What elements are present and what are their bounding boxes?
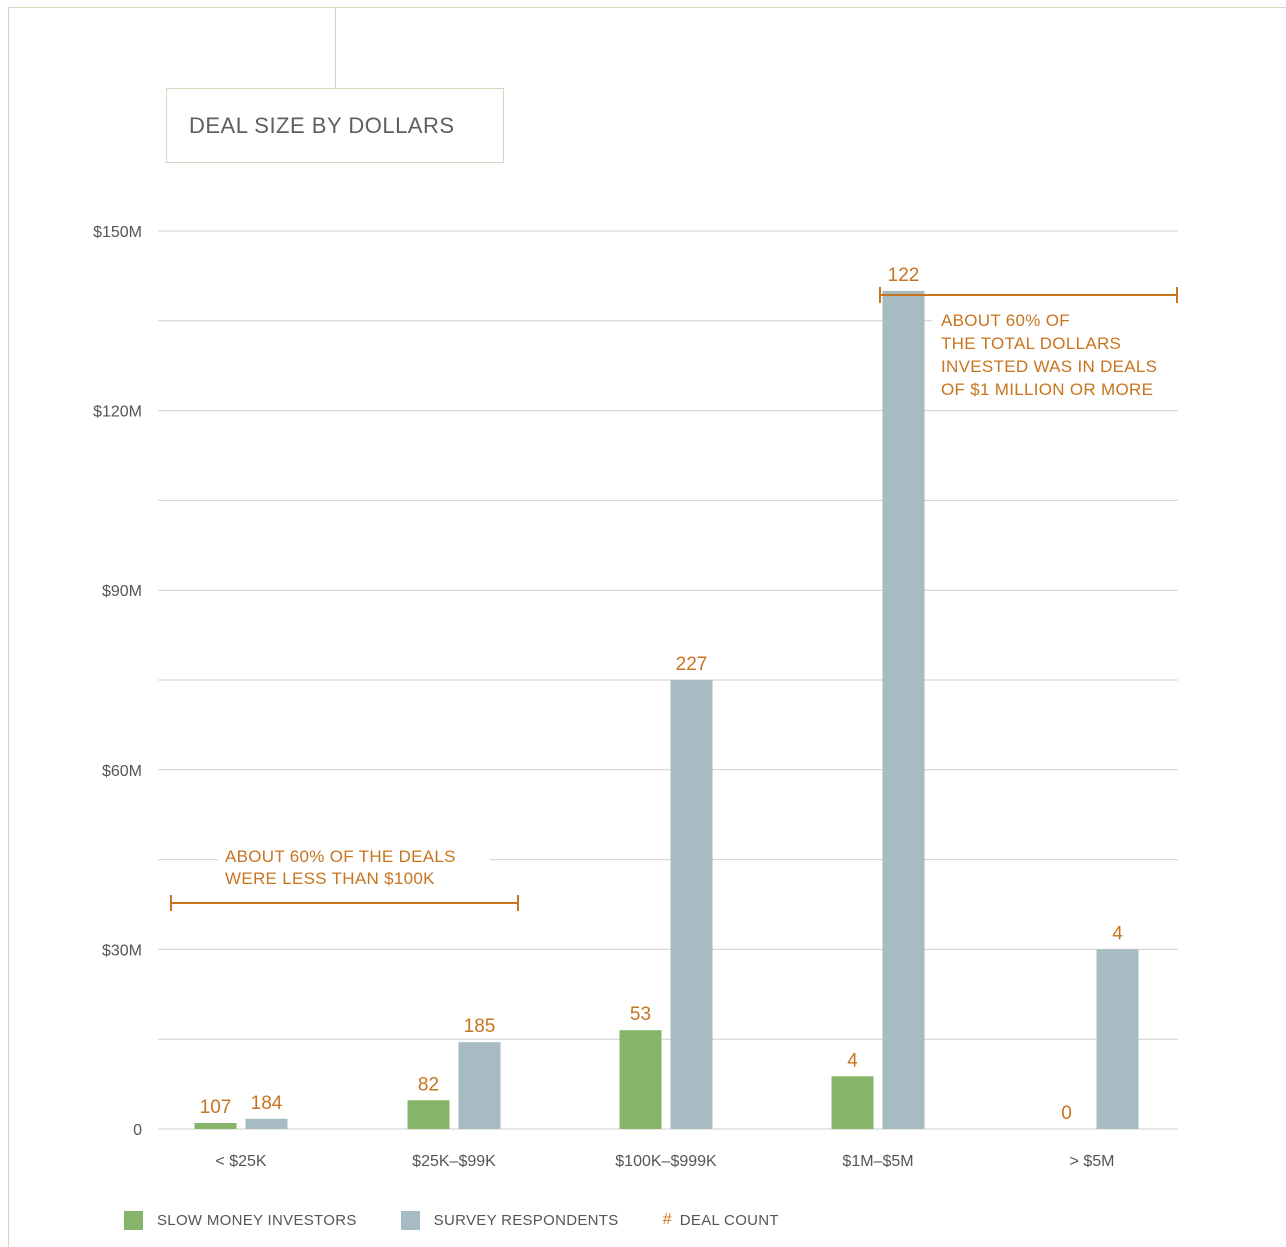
legend-swatch-survey: [400, 1210, 420, 1230]
annotation-text: OF $1 MILLION OR MORE: [941, 380, 1153, 399]
y-tick-label: $150M: [93, 224, 142, 241]
bar: [407, 1100, 450, 1129]
legend-item-deal-count: # DEAL COUNT: [663, 1211, 779, 1229]
bar: [194, 1123, 237, 1129]
legend-label-deal-count: DEAL COUNT: [679, 1211, 779, 1229]
x-tick-label: < $25K: [215, 1153, 266, 1170]
bar: [458, 1042, 501, 1129]
legend-label-survey: SURVEY RESPONDENTS: [433, 1211, 619, 1229]
bar: [1096, 949, 1139, 1129]
deal-count-label: 0: [1061, 1103, 1072, 1124]
deal-count-label: 4: [1112, 923, 1123, 944]
bar: [670, 680, 713, 1129]
y-tick-label: 0: [133, 1122, 142, 1139]
annotation-text: ABOUT 60% OF THE DEALS: [225, 847, 456, 866]
deal-count-label: 82: [418, 1074, 439, 1095]
legend-item-slow-money: SLOW MONEY INVESTORS: [124, 1210, 357, 1230]
legend-symbol-deal-count: #: [662, 1211, 672, 1228]
chart-legend: SLOW MONEY INVESTORS SURVEY RESPONDENTS …: [124, 1210, 823, 1230]
annotation-text: WERE LESS THAN $100K: [225, 869, 435, 888]
legend-item-survey: SURVEY RESPONDENTS: [400, 1210, 619, 1230]
deal-count-label: 53: [630, 1004, 651, 1025]
deal-count-label: 227: [676, 654, 708, 675]
annotation-text: THE TOTAL DOLLARS: [941, 334, 1121, 353]
chart-title: DEAL SIZE BY DOLLARS: [166, 88, 504, 163]
x-tick-label: > $5M: [1070, 1153, 1115, 1170]
deal-count-label: 107: [200, 1097, 232, 1118]
bar: [245, 1118, 288, 1129]
y-tick-label: $30M: [102, 942, 142, 959]
figure-frame: [8, 7, 1286, 1247]
y-tick-label: $120M: [93, 404, 142, 421]
title-connector-line: [335, 7, 336, 89]
deal-count-label: 122: [888, 265, 920, 286]
legend-label-slow-money: SLOW MONEY INVESTORS: [157, 1211, 357, 1229]
legend-swatch-slow-money: [124, 1210, 143, 1230]
x-tick-label: $100K–$999K: [615, 1153, 717, 1170]
annotation-text: INVESTED WAS IN DEALS: [941, 357, 1157, 376]
annotation-bg: [218, 846, 490, 888]
deal-count-label: 184: [251, 1093, 283, 1114]
deal-count-label: 4: [847, 1050, 858, 1071]
y-tick-label: $60M: [102, 763, 142, 780]
deal-count-label: 185: [464, 1016, 496, 1037]
annotation-text: ABOUT 60% OF: [941, 311, 1070, 330]
bar: [882, 290, 925, 1129]
x-tick-label: $1M–$5M: [842, 1153, 913, 1170]
x-tick-label: $25K–$99K: [412, 1153, 496, 1170]
bar: [619, 1030, 662, 1129]
y-tick-label: $90M: [102, 583, 142, 600]
annotation-bg: [932, 306, 1182, 406]
bar: [831, 1076, 874, 1129]
